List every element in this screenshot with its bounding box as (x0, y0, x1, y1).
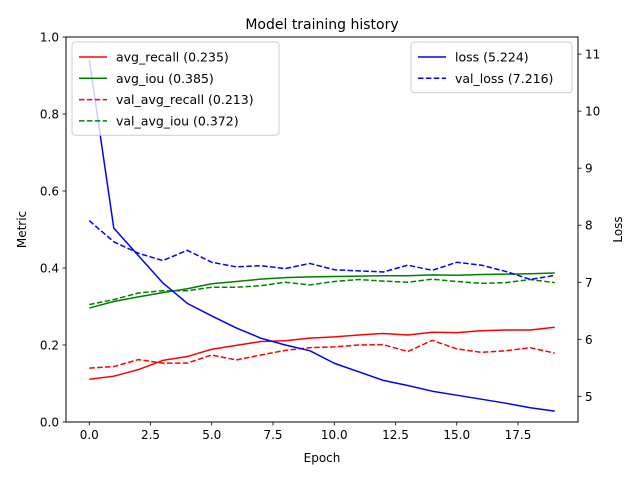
y-tick-label: 1.0 (40, 31, 59, 45)
x-tick-label: 17.5 (505, 428, 532, 442)
y-tick-label: 0.2 (40, 339, 59, 353)
x-axis: 0.0 2.5 5.0 7.5 10.0 12.5 15.0 17.5 (80, 422, 532, 442)
legend-box (71, 41, 280, 136)
y2-tick-label: 7 (585, 276, 593, 290)
plot-lines (88, 59, 555, 412)
x-tick-label: 5.0 (202, 428, 221, 442)
legend-label-avg-iou: avg_iou (0.385) (116, 71, 214, 86)
x-tick-label: 7.5 (263, 428, 282, 442)
x-axis-title: Epoch (304, 451, 341, 465)
legend-label-avg-recall: avg_recall (0.235) (116, 50, 229, 65)
y2-axis-title: Loss (611, 216, 625, 242)
legend-label-val-avg-recall: val_avg_recall (0.213) (116, 92, 254, 107)
series-line-avg-recall (89, 326, 555, 381)
legend-label-loss: loss (5.224) (455, 50, 529, 65)
y2-tick-label: 10 (585, 105, 600, 119)
y-tick-label: 0.6 (40, 185, 59, 199)
y-axis-title: Metric (15, 211, 29, 248)
y-tick-label: 0.4 (40, 262, 59, 276)
legend-label-val-avg-iou: val_avg_iou (0.372) (116, 113, 239, 128)
legend-metrics: avg_recall (0.235) avg_iou (0.385) val_avg… (71, 41, 280, 136)
y2-tick-label: 8 (585, 219, 593, 233)
y-tick-label: 0.8 (40, 108, 59, 122)
plot-frame (65, 36, 579, 423)
chart-title: Model training history (245, 17, 398, 33)
x-tick-label: 2.5 (141, 428, 160, 442)
y-axis-left: 0.0 0.2 0.4 0.6 0.8 1.0 (40, 31, 66, 430)
legend-label-val-loss: val_loss (7.216) (455, 71, 553, 86)
series-line-avg-iou (89, 272, 555, 309)
y2-tick-label: 9 (585, 162, 593, 176)
y2-tick-label: 11 (585, 48, 600, 62)
x-tick-label: 12.5 (382, 428, 409, 442)
series-line-loss (88, 59, 555, 412)
y2-tick-label: 5 (585, 390, 593, 404)
x-tick-label: 0.0 (80, 428, 99, 442)
legend-box (410, 41, 573, 94)
legend-loss: loss (5.224) val_loss (7.216) (410, 41, 573, 94)
x-tick-label: 15.0 (443, 428, 470, 442)
y-tick-label: 0.0 (40, 416, 59, 430)
series-line-val-avg-recall (89, 339, 555, 369)
y2-tick-label: 6 (585, 333, 593, 347)
y-axis-right: 5 6 7 8 9 10 11 (578, 48, 600, 404)
series-line-val-loss (88, 220, 555, 281)
series-line-val-avg-iou (89, 278, 555, 306)
x-tick-label: 10.0 (321, 428, 348, 442)
